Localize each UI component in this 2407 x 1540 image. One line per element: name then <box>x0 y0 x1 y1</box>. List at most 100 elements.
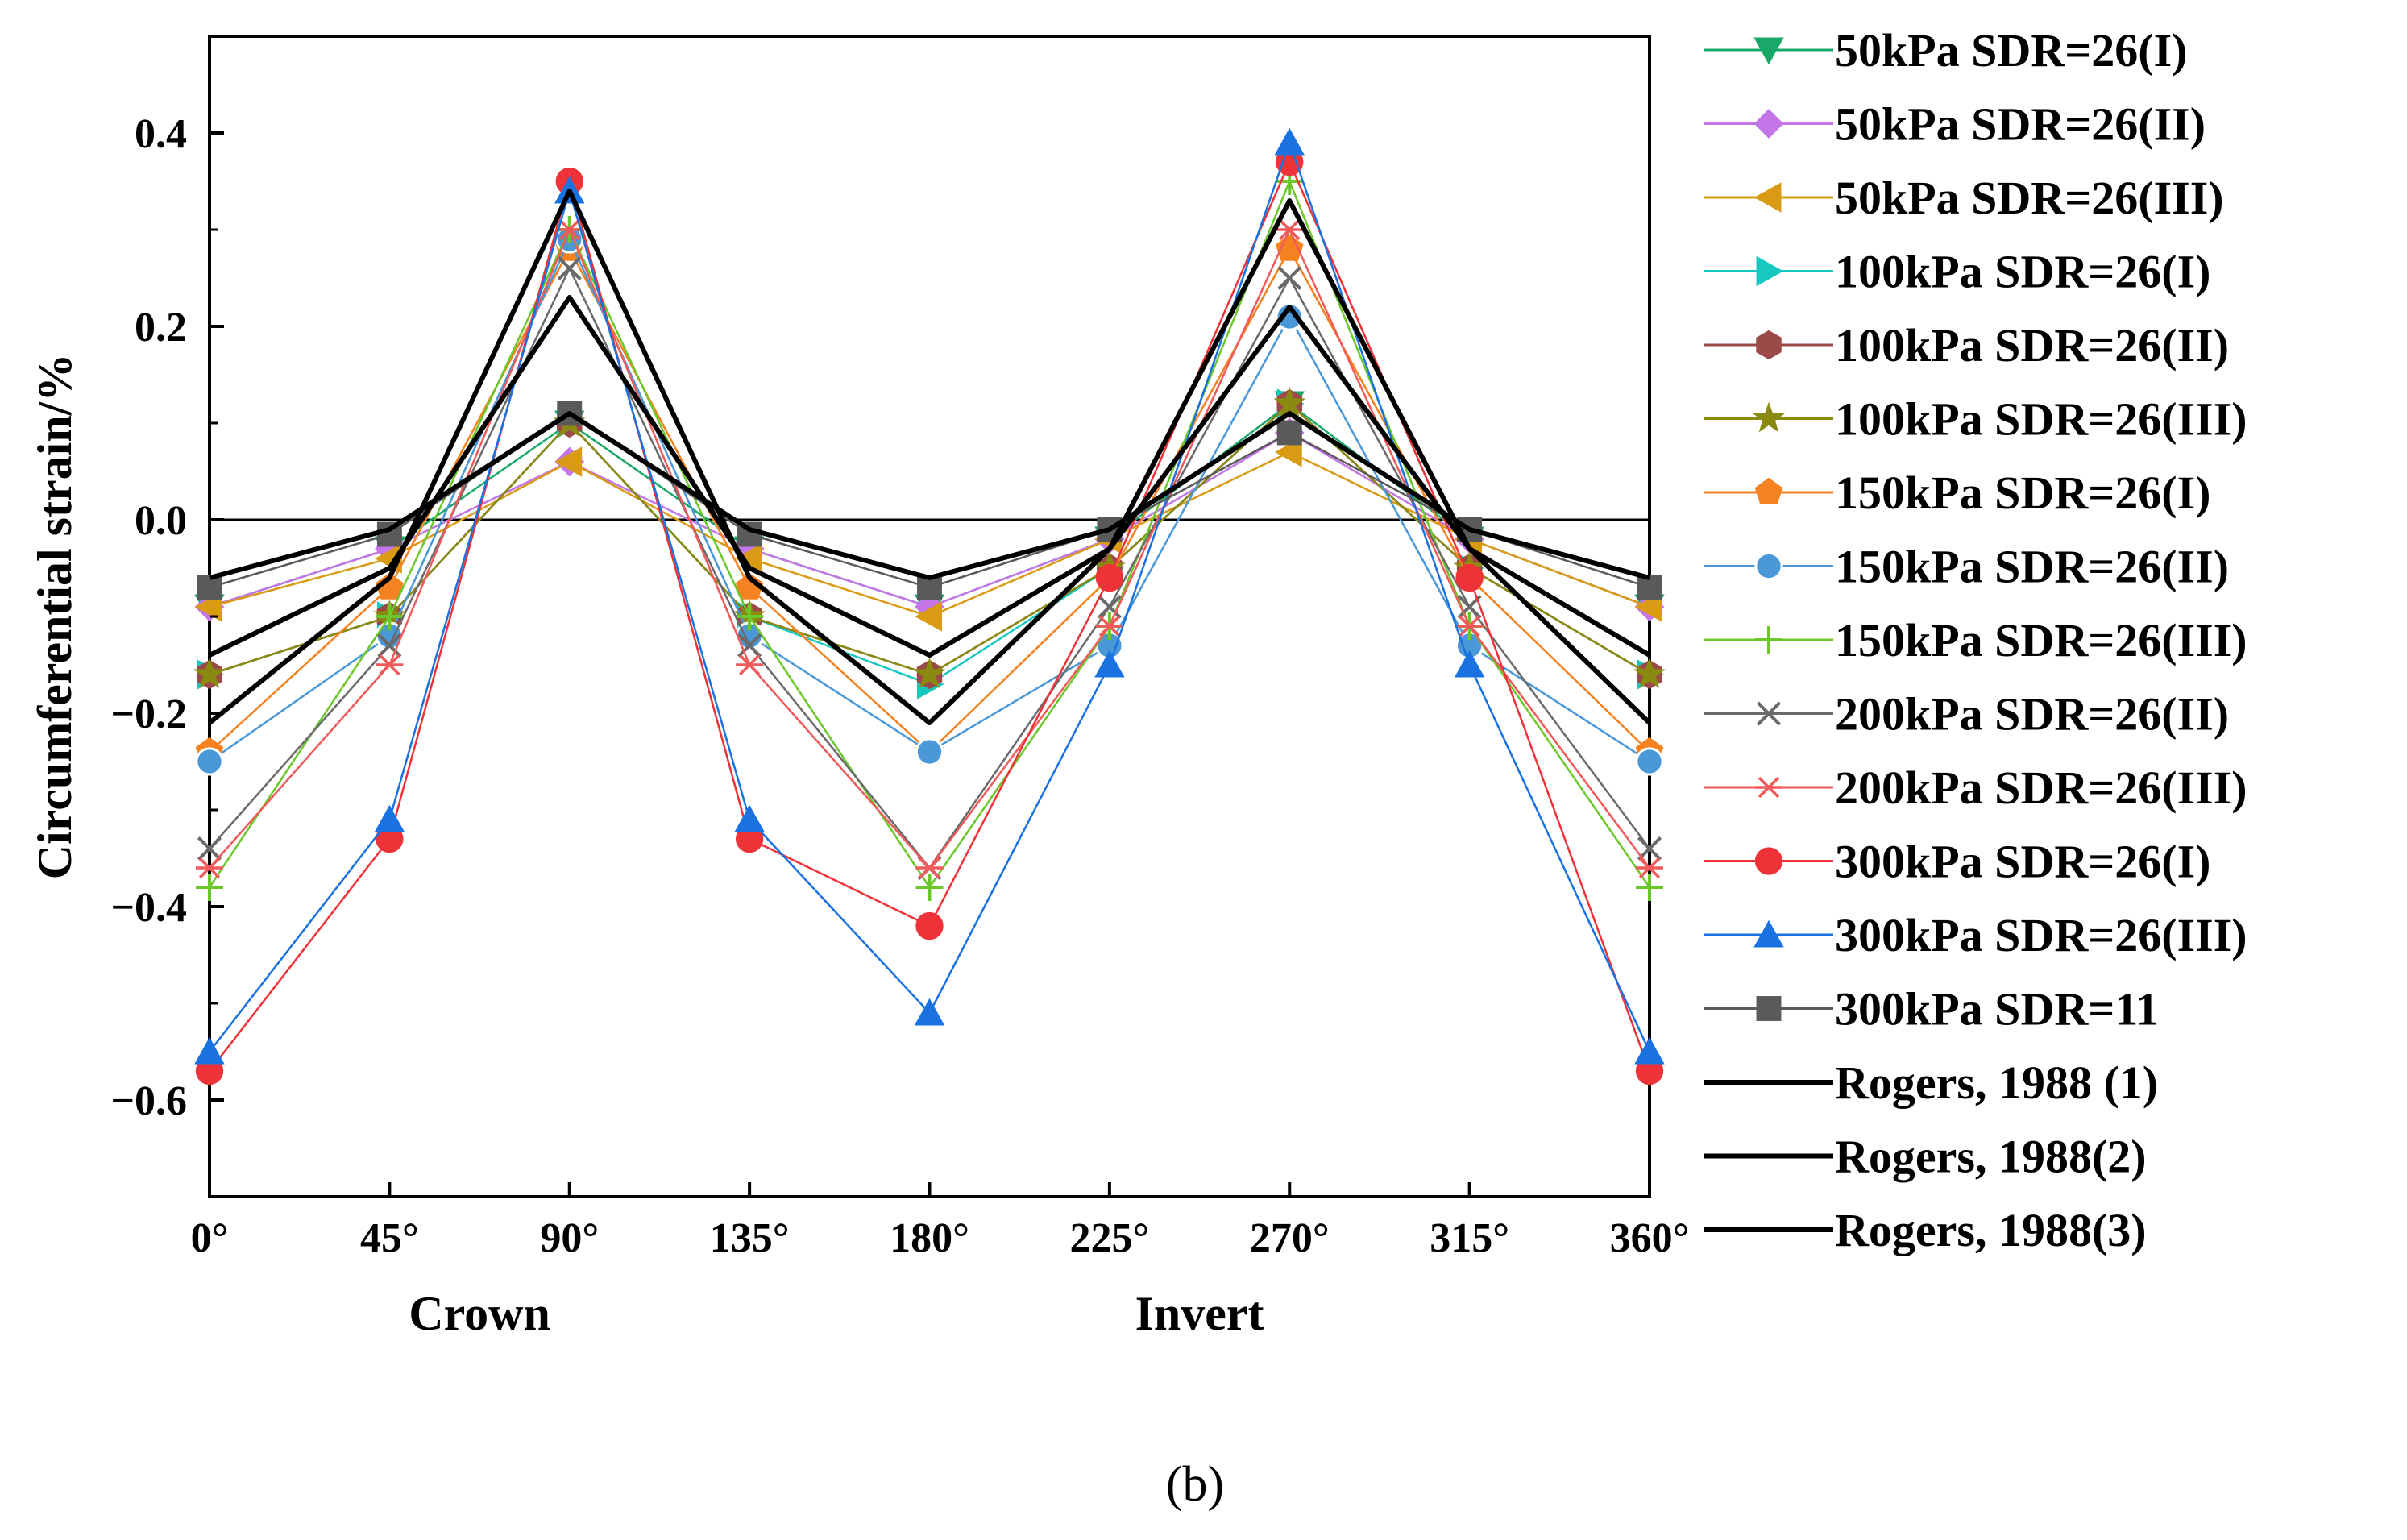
legend-marker <box>1753 109 1784 139</box>
legend-item: 50kPa SDR=26(II) <box>1704 98 2206 151</box>
data-point <box>555 218 583 241</box>
legend-label: 300kPa SDR=26(I) <box>1835 836 2210 888</box>
data-point <box>376 654 404 676</box>
legend-label: 300kPa SDR=11 <box>1835 983 2159 1036</box>
legend-item: 300kPa SDR=26(I) <box>1704 836 2210 888</box>
legend-marker <box>1753 37 1784 65</box>
x-tick-label: 180° <box>890 1215 969 1261</box>
legend-label: 200kPa SDR=26(III) <box>1835 762 2247 814</box>
series-14 <box>209 411 1650 580</box>
data-point <box>913 658 946 688</box>
legend-label: 150kPa SDR=26(III) <box>1835 614 2247 666</box>
data-point <box>1454 650 1485 678</box>
data-point <box>557 255 582 281</box>
data-point <box>194 1036 225 1065</box>
legend-label: Rogers, 1988 (1) <box>1835 1056 2158 1109</box>
panel-label: (b) <box>1166 1457 1224 1512</box>
legend-label: 150kPa SDR=26(II) <box>1835 541 2229 593</box>
x-position-label: Invert <box>1135 1287 1264 1340</box>
legend-item: 100kPa SDR=26(II) <box>1704 319 2229 372</box>
data-point <box>1633 658 1666 688</box>
data-point <box>1634 592 1662 622</box>
series-11 <box>195 147 1664 1085</box>
y-tick-label: 0.4 <box>135 111 187 157</box>
series-line <box>209 411 1650 580</box>
data-point <box>737 633 762 658</box>
data-point <box>1455 563 1484 592</box>
data-point <box>734 804 765 832</box>
data-point <box>194 592 222 622</box>
legend-marker <box>1753 401 1785 433</box>
legend-label: 50kPa SDR=26(III) <box>1835 172 2224 224</box>
data-point <box>1276 420 1302 446</box>
legend-item: Rogers, 1988(3) <box>1704 1204 2147 1256</box>
series-line <box>209 402 1650 686</box>
data-point <box>196 857 223 879</box>
data-point <box>376 603 404 630</box>
y-axis-label: Circumferential strain/% <box>28 354 81 880</box>
x-tick-label: 135° <box>710 1215 790 1261</box>
data-point <box>1273 387 1306 417</box>
legend-label: Rogers, 1988(2) <box>1835 1131 2147 1183</box>
legend-item: Rogers, 1988(2) <box>1704 1131 2147 1183</box>
y-tick-label: 0.0 <box>135 498 187 544</box>
series-13 <box>197 401 1662 600</box>
legend-label: 50kPa SDR=26(II) <box>1835 98 2206 151</box>
legend-label: 200kPa SDR=26(II) <box>1835 688 2229 741</box>
series-16 <box>208 189 1652 725</box>
x-tick-label: 90° <box>540 1215 599 1261</box>
legend-marker <box>1755 626 1782 654</box>
legend-label: 150kPa SDR=26(I) <box>1835 467 2210 519</box>
data-point <box>1274 127 1305 156</box>
legend-item: 200kPa SDR=26(II) <box>1704 688 2229 741</box>
x-tick-label: 0° <box>191 1215 229 1261</box>
legend-marker <box>1756 701 1782 726</box>
data-point <box>1095 615 1123 637</box>
x-tick-label: 225° <box>1069 1215 1149 1261</box>
legend-item: 50kPa SDR=26(III) <box>1704 172 2224 224</box>
series-line <box>209 267 1651 870</box>
data-point <box>554 446 583 477</box>
x-tick-label: 270° <box>1250 1215 1330 1261</box>
data-point <box>1276 218 1304 241</box>
legend-marker <box>1756 996 1782 1021</box>
data-point <box>197 836 222 861</box>
data-point <box>196 874 223 901</box>
series-9 <box>197 255 1662 881</box>
data-point <box>1635 747 1664 776</box>
series-line <box>208 295 1651 658</box>
legend-marker <box>1753 919 1784 948</box>
legend-item: Rogers, 1988 (1) <box>1704 1056 2158 1109</box>
data-point <box>1097 594 1122 620</box>
data-point <box>1095 563 1124 592</box>
legend-item: 100kPa SDR=26(III) <box>1704 393 2247 446</box>
data-point <box>1634 1036 1665 1065</box>
data-point <box>914 998 945 1026</box>
data-point <box>1275 437 1302 467</box>
series-10 <box>196 218 1663 879</box>
series-line <box>209 228 1651 870</box>
legend-marker <box>1754 477 1783 504</box>
legend-item: 150kPa SDR=26(I) <box>1704 467 2210 519</box>
data-point <box>377 633 402 658</box>
data-point <box>1277 265 1302 291</box>
legend-label: Rogers, 1988(3) <box>1835 1204 2147 1256</box>
data-point <box>1275 302 1304 331</box>
data-point <box>736 654 764 676</box>
series-line <box>208 189 1652 725</box>
data-point <box>193 658 226 688</box>
data-point <box>1636 874 1663 901</box>
data-point <box>1275 234 1304 261</box>
legend-item: 150kPa SDR=26(II) <box>1704 541 2229 593</box>
data-point <box>1455 615 1484 637</box>
legend-item: 200kPa SDR=26(III) <box>1704 762 2247 814</box>
x-tick-label: 45° <box>360 1215 419 1261</box>
series-4 <box>197 388 1662 690</box>
legend-marker <box>1754 847 1783 875</box>
legend-label: 100kPa SDR=26(III) <box>1835 393 2247 446</box>
series-8 <box>196 168 1663 901</box>
legend-item: 300kPa SDR=26(III) <box>1704 909 2247 961</box>
x-position-label: Crown <box>409 1287 550 1340</box>
y-tick-label: −0.4 <box>110 885 187 931</box>
legend-item: 50kPa SDR=26(I) <box>1704 24 2187 77</box>
